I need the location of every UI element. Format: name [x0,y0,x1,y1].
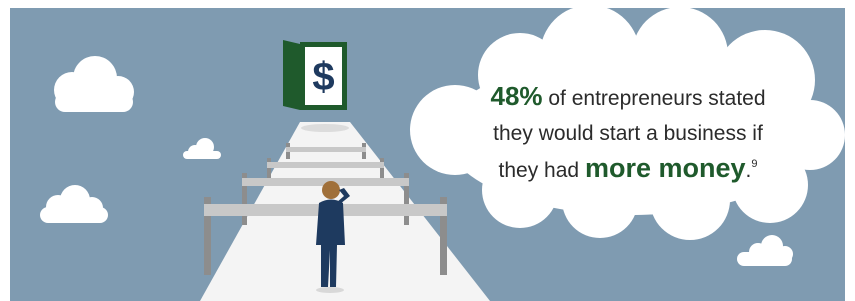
text: they had [499,159,580,182]
footnote: 9 [751,158,757,170]
text: of entrepreneurs stated [548,87,765,110]
page: $ 48% of entrepreneurs stated they would… [0,0,855,301]
emphasis: more money [585,153,746,183]
stat: 48% [490,81,542,111]
illustration: $ 48% of entrepreneurs stated they would… [0,0,855,301]
door-shadow [301,124,349,132]
door: $ [283,40,347,110]
callout-line-2: they would start a business if [493,122,763,145]
dollar-sign: $ [312,55,334,99]
